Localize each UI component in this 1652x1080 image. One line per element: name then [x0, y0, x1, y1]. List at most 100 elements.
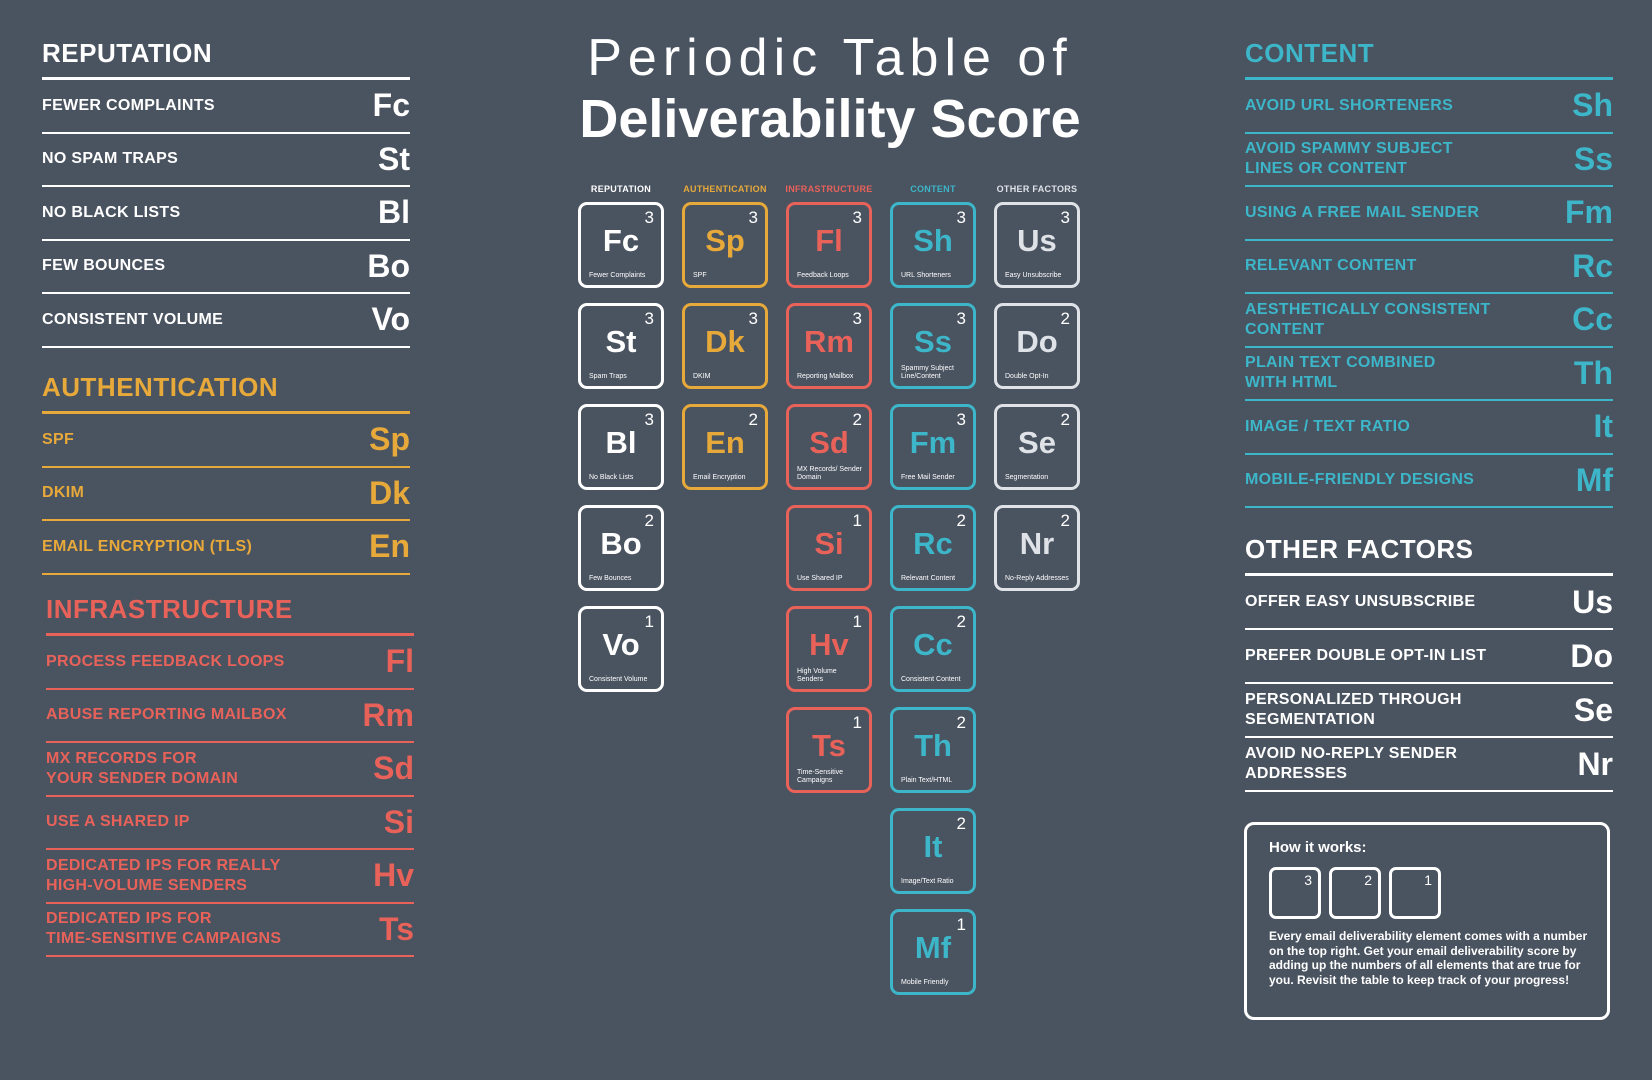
how-it-works-text: Every email deliverability element comes… — [1269, 929, 1588, 987]
tile-name: Mobile Friendly — [901, 979, 949, 986]
list-item: NO BLACK LISTS Bl — [42, 187, 410, 241]
element-tile: 2 Th Plain Text/HTML — [890, 707, 976, 793]
item-label: FEW BOUNCES — [42, 257, 166, 275]
item-symbol: Hv — [373, 857, 414, 894]
tile-symbol: Us — [1017, 223, 1057, 258]
list-item: PLAIN TEXT COMBINED WITH HTML Th — [1245, 348, 1613, 401]
tile-number: 3 — [1060, 208, 1070, 227]
tile-symbol: Fm — [909, 425, 957, 460]
element-tile: 3 Fl Feedback Loops — [786, 202, 872, 288]
element-tile: 1 Hv High Volume Senders — [786, 606, 872, 692]
section-title: CONTENT — [1245, 38, 1613, 80]
list-item: PREFER DOUBLE OPT-IN LIST Do — [1245, 630, 1613, 684]
tile-symbol: Rc — [913, 526, 953, 561]
list-item: DKIM Dk — [42, 468, 410, 521]
tile-name: Easy Unsubscribe — [1005, 272, 1062, 279]
item-symbol: Us — [1572, 583, 1613, 620]
item-symbol: Ts — [379, 910, 414, 947]
element-tile: 2 En Email Encryption — [682, 404, 768, 490]
item-label: PERSONALIZED THROUGH SEGMENTATION — [1245, 691, 1462, 728]
item-label: PREFER DOUBLE OPT-IN LIST — [1245, 647, 1487, 664]
item-symbol: It — [1593, 408, 1613, 445]
item-symbol: Fm — [1565, 194, 1613, 231]
tile-number: 1 — [956, 915, 966, 934]
list-item: USE A SHARED IP Si — [46, 797, 414, 850]
tile-symbol: It — [923, 829, 943, 864]
column-header: REPUTATION — [590, 184, 652, 194]
element-tile: 2 Sd MX Records/ Sender Domain — [786, 404, 872, 490]
tile-number: 2 — [956, 612, 966, 631]
tile-name: Feedback Loops — [797, 272, 849, 279]
tile-number: 2 — [956, 814, 966, 833]
item-symbol: Th — [1573, 354, 1613, 391]
tile-name: Use Shared IP — [797, 575, 843, 582]
item-symbol: Fc — [372, 87, 410, 124]
item-symbol: Fl — [385, 643, 414, 680]
element-tile: 1 Vo Consistent Volume — [578, 606, 664, 692]
item-label: AVOID URL SHORTENERS — [1245, 96, 1454, 114]
item-symbol: Rm — [362, 696, 414, 733]
tile-name: DKIM — [693, 373, 711, 380]
tile-symbol: Ts — [812, 728, 846, 763]
tile-symbol: Dk — [705, 324, 745, 359]
element-tile: 1 Si Use Shared IP — [786, 505, 872, 591]
element-tile: 1 Ts Time-Sensitive Campaigns — [786, 707, 872, 793]
tile-name: MX Records/ Sender Domain — [797, 466, 862, 481]
item-symbol: Vo — [371, 301, 410, 338]
column-header: CONTENT — [910, 184, 956, 194]
item-symbol: Bo — [367, 247, 410, 284]
item-label: USING A FREE MAIL SENDER — [1245, 203, 1480, 221]
tile-number: 2 — [644, 511, 654, 530]
tile-name: Time-Sensitive Campaigns — [797, 769, 844, 784]
element-tile: 3 Bl No Black Lists — [578, 404, 664, 490]
tile-symbol: St — [605, 324, 637, 359]
element-tile: 3 Us Easy Unsubscribe — [994, 202, 1080, 288]
tile-number: 3 — [748, 208, 758, 227]
item-symbol: Se — [1573, 691, 1613, 728]
tile-symbol: Sh — [913, 223, 953, 258]
infrastructure-section: INFRASTRUCTURE PROCESS FEEDBACK LOOPS Fl A… — [46, 594, 414, 957]
element-tile: 3 St Spam Traps — [578, 303, 664, 389]
item-symbol: Cc — [1572, 301, 1613, 338]
how-it-works-title: How it works: — [1269, 839, 1367, 856]
element-tile: 3 Fm Free Mail Sender — [890, 404, 976, 490]
tile-number: 3 — [644, 309, 654, 328]
tile-number: 3 — [956, 309, 966, 328]
tile-number: 2 — [1060, 410, 1070, 429]
item-label: DEDICATED IPS FOR TIME-SENSITIVE CAMPAIG… — [46, 910, 282, 948]
tile-symbol: Nr — [1019, 526, 1055, 561]
item-symbol: Do — [1570, 637, 1613, 674]
element-tile: 2 It Image/Text Ratio — [890, 808, 976, 894]
tile-name: No-Reply Addresses — [1005, 575, 1069, 582]
element-tile: 2 Se Segmentation — [994, 404, 1080, 490]
page-title-line2: Deliverability Score — [579, 89, 1081, 149]
element-tile: 3 Ss Spammy Subject Line/Content — [890, 303, 976, 389]
element-tile: 3 Sp SPF — [682, 202, 768, 288]
element-tile: 3 Fc Fewer Complaints — [578, 202, 664, 288]
list-item: RELEVANT CONTENT Rc — [1245, 241, 1613, 294]
item-label: EMAIL ENCRYPTION (TLS) — [42, 537, 253, 555]
column-header: INFRASTRUCTURE — [785, 184, 873, 194]
element-tile: 3 Rm Reporting Mailbox — [786, 303, 872, 389]
item-label: SPF — [42, 430, 75, 448]
tile-symbol: Cc — [913, 627, 953, 662]
list-item: AVOID NO-REPLY SENDER ADDRESSES Nr — [1245, 738, 1613, 792]
item-symbol: Rc — [1572, 247, 1613, 284]
list-item: FEW BOUNCES Bo — [42, 241, 410, 294]
element-tile: 3 Dk DKIM — [682, 303, 768, 389]
authentication-section: AUTHENTICATION SPF Sp DKIM Dk EMAIL ENCRYPTI… — [42, 372, 410, 575]
tile-symbol: Sp — [705, 223, 745, 258]
tile-name: Segmentation — [1005, 474, 1049, 481]
item-label: MOBILE-FRIENDLY DESIGNS — [1245, 471, 1475, 489]
list-item: FEWER COMPLAINTS Fc — [42, 80, 410, 134]
tile-number: 1 — [852, 612, 862, 631]
tile-number: 2 — [852, 410, 862, 429]
tile-name: Spam Traps — [589, 373, 627, 380]
list-item: DEDICATED IPS FOR TIME-SENSITIVE CAMPAIG… — [46, 904, 414, 957]
tile-number: 3 — [852, 309, 862, 328]
item-label: PROCESS FEEDBACK LOOPS — [46, 652, 285, 670]
tile-symbol: Do — [1016, 324, 1058, 359]
tile-name: Reporting Mailbox — [797, 373, 854, 380]
item-symbol: St — [378, 140, 410, 177]
tile-number: 3 — [956, 410, 966, 429]
